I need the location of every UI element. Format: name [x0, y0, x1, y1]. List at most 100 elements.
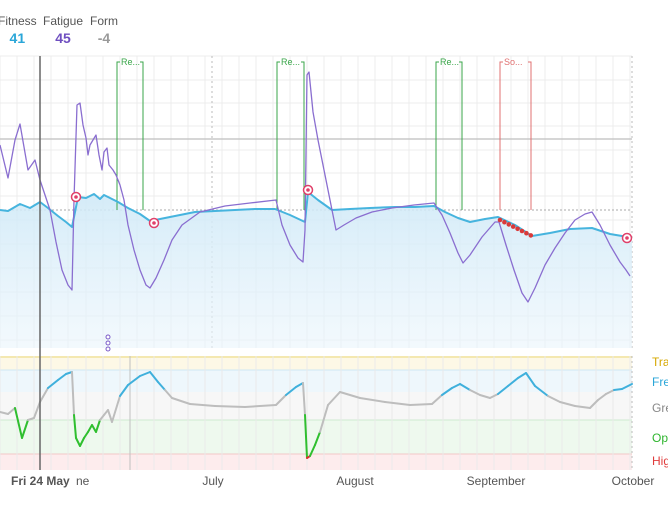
activity-marker-dot [306, 188, 310, 192]
x-tick-label: September [467, 474, 526, 488]
x-tick-label: August [336, 474, 374, 488]
x-tick-label: Fri 24 May [11, 474, 70, 488]
legend-fitness-label: Fitness [0, 14, 37, 28]
form-segment [525, 372, 536, 387]
form-segment [65, 371, 73, 375]
form-segment [597, 393, 607, 401]
form-segment [39, 387, 49, 403]
x-axis: Fri 24 May ne July August September October [11, 474, 654, 488]
form-segment [319, 404, 329, 433]
fitness-area [0, 192, 632, 348]
zone-labels: Tra Fre Gre Opt Hig [652, 355, 668, 468]
zone-band [0, 420, 632, 454]
marker-bracket [116, 61, 120, 68]
form-segment [589, 399, 599, 409]
legend-form[interactable]: Form -4 [90, 14, 118, 46]
sick-day-dot [515, 226, 520, 232]
form-segment [295, 382, 304, 388]
form-segment [507, 377, 519, 387]
form-segment [214, 405, 246, 408]
form-segment [27, 417, 35, 421]
zone-label: Opt [652, 431, 668, 445]
legend-fitness-value: 41 [9, 30, 26, 46]
sick-day-dot [506, 222, 512, 227]
sick-day-dot [528, 233, 534, 238]
form-segment [547, 395, 561, 403]
chart-decorations [39, 56, 633, 470]
form-segment [127, 375, 141, 386]
form-segment [459, 383, 471, 391]
form-segment [409, 403, 433, 406]
zone-band [0, 356, 632, 370]
form-segment [7, 407, 16, 415]
sick-day-dot [510, 224, 516, 229]
form-zones [0, 356, 632, 470]
legend-fatigue[interactable]: Fatigue 45 [43, 14, 83, 46]
form-segment [275, 394, 287, 406]
legend-form-value: -4 [97, 30, 111, 46]
marker-bracket [459, 61, 463, 68]
series-lines [0, 71, 633, 459]
form-segment [47, 379, 59, 389]
fatigue-line [0, 71, 631, 303]
form-segment [119, 384, 129, 397]
form-segment [517, 372, 527, 379]
form-segment [75, 437, 81, 447]
zone-label: Fre [652, 375, 668, 389]
x-tick-label: October [612, 474, 655, 488]
note-dot [105, 346, 111, 352]
form-segment [139, 371, 151, 377]
marker-bracket [140, 61, 144, 68]
sick-day-dot [497, 217, 503, 223]
form-segment [314, 431, 321, 446]
form-segment [431, 394, 443, 405]
marker-label: Re... [440, 57, 459, 67]
note-dot [105, 340, 111, 346]
form-segment [497, 385, 509, 395]
form-segment [107, 409, 113, 423]
marker-bracket [276, 61, 280, 68]
zone-band [0, 392, 632, 420]
form-segment [171, 397, 191, 405]
legend-form-label: Form [90, 14, 118, 28]
form-segment [304, 414, 308, 459]
form-segment [309, 444, 316, 457]
event-markers: Re... Re... Re... So... [116, 57, 532, 210]
form-segment [87, 424, 93, 433]
form-segment [73, 414, 77, 439]
form-segment [621, 383, 633, 390]
form-segment [149, 371, 159, 383]
x-tick-label: July [202, 474, 223, 488]
form-segment [0, 411, 9, 415]
legend-fitness[interactable]: Fitness 41 [0, 14, 37, 46]
form-segment [33, 401, 41, 419]
marker-label: Re... [281, 57, 300, 67]
activity-marker-dot [625, 236, 629, 240]
marker-label: So... [504, 57, 523, 67]
marker-label: Re... [121, 57, 140, 67]
form-segment [285, 386, 297, 396]
form-segment [574, 405, 591, 409]
form-segment [157, 381, 166, 391]
zone-label: Hig [652, 454, 668, 468]
sick-day-dot [502, 219, 507, 225]
zone-band [0, 370, 632, 392]
form-segment [244, 404, 277, 408]
form-segment [83, 431, 89, 439]
activity-marker-dot [74, 195, 78, 199]
form-segment [21, 419, 29, 439]
form-segment [189, 403, 216, 407]
form-segment [164, 389, 173, 399]
marker-bracket [528, 61, 532, 68]
sick-day-dot [524, 230, 529, 236]
marker-bracket [435, 61, 439, 68]
form-segment [91, 424, 97, 433]
form-segment [451, 383, 461, 389]
form-segment [559, 401, 576, 407]
zone-band [0, 454, 632, 470]
form-segment [302, 382, 306, 416]
form-segment [613, 388, 623, 391]
form-segment [605, 389, 615, 395]
form-segment [71, 371, 75, 416]
